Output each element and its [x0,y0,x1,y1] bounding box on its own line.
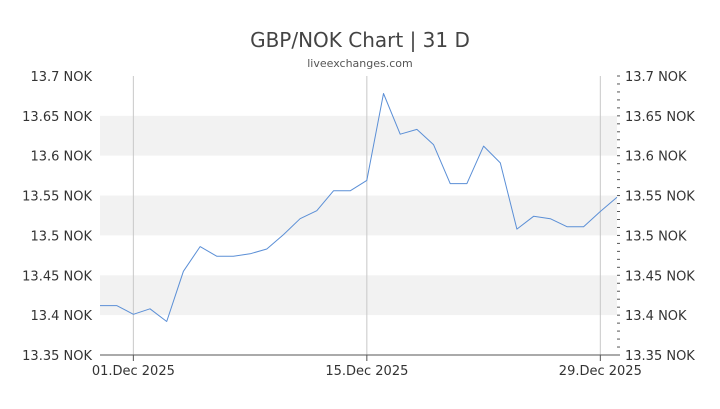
left-y-tick-label: 13.55 NOK [22,190,92,205]
left-y-tick-label: 13.4 NOK [30,309,92,324]
left-y-tick-label: 13.5 NOK [30,229,92,244]
grid-band [100,315,617,355]
grid-band [100,275,617,316]
x-axis-ticks [132,355,601,361]
right-y-axis-labels: 13.7 NOK 13.65 NOK 13.6 NOK 13.55 NOK 13.5 N… [625,70,695,364]
right-y-tick-label: 13.35 NOK [625,349,695,364]
right-y-tick-label: 13.6 NOK [625,150,687,165]
grid-bands [100,76,617,355]
vertical-gridlines [132,76,601,355]
chart-title: GBP/NOK Chart | 31 D [250,28,470,52]
grid-band [100,155,617,196]
right-axis-minor-ticks [617,75,620,356]
right-y-tick-label: 13.7 NOK [625,70,687,85]
right-y-tick-label: 13.4 NOK [625,309,687,324]
chart-subtitle: liveexchanges.com [307,57,412,70]
grid-band [100,115,617,156]
left-y-tick-label: 13.65 NOK [22,110,92,125]
series-group [100,93,618,322]
grid-band [100,76,617,116]
x-tick-label: 01.Dec 2025 [92,364,175,379]
grid-band [100,235,617,276]
x-tick-label: 29.Dec 2025 [559,364,642,379]
x-tick-label: 15.Dec 2025 [325,364,408,379]
left-y-tick-label: 13.35 NOK [22,349,92,364]
x-axis-labels: 01.Dec 2025 15.Dec 2025 29.Dec 2025 [92,364,642,379]
right-y-tick-label: 13.55 NOK [625,190,695,205]
right-y-tick-label: 13.5 NOK [625,229,687,244]
grid-band [100,195,617,236]
left-y-tick-label: 13.45 NOK [22,269,92,284]
right-y-tick-label: 13.45 NOK [625,269,695,284]
series-line [100,93,618,322]
left-y-axis-labels: 13.7 NOK 13.65 NOK 13.6 NOK 13.55 NOK 13.5 N… [22,70,92,364]
left-y-tick-label: 13.7 NOK [30,70,92,85]
left-y-tick-label: 13.6 NOK [30,150,92,165]
right-y-tick-label: 13.65 NOK [625,110,695,125]
